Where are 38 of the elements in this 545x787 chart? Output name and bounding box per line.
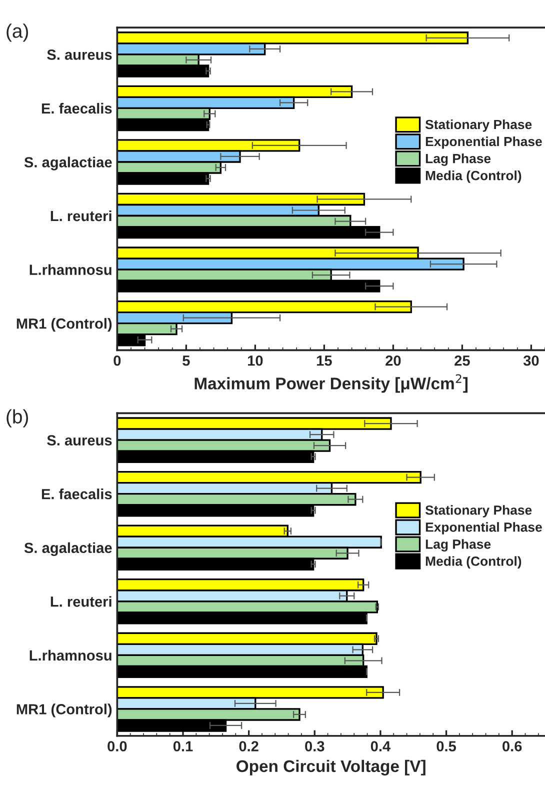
- legend-label: Exponential Phase: [426, 522, 542, 534]
- y-tick-label: S. aureus: [47, 50, 112, 60]
- x-tick-label: 0.1: [173, 741, 193, 752]
- x-tick-label: 25: [454, 355, 470, 366]
- legend-label: Exponential Phase: [426, 136, 542, 149]
- legend-label: Stationary Phase: [425, 505, 532, 518]
- legend-label: Media (Control): [426, 556, 522, 568]
- x-tick-label: 0.4: [370, 741, 391, 752]
- y-tick-label: S. agalactiae: [24, 542, 112, 556]
- y-tick-label: E. faecalis: [42, 102, 112, 114]
- y-tick-label: E. faecalis: [42, 488, 112, 500]
- y-tick-label: S. agalactiae: [24, 156, 112, 170]
- legend-label: Media (Control): [426, 170, 522, 183]
- legend-label: Lag Phase: [426, 154, 491, 166]
- legend-label: Lag Phase: [426, 539, 491, 552]
- x-tick-label: 10: [248, 355, 263, 366]
- y-tick-label: L. reuteri: [50, 596, 112, 607]
- x-tick-label: 5: [182, 356, 190, 366]
- text: (b): [6, 409, 28, 428]
- legend-label: Stationary Phase: [425, 119, 532, 132]
- x-tick-label: 0.0: [108, 741, 127, 752]
- y-tick-label: L.rhamnosu: [30, 264, 112, 275]
- x-tick-label: 0.3: [305, 741, 324, 752]
- x-axis-title: Maximum Power Density [μW/cm$^{2}$]: [194, 374, 468, 393]
- x-tick-label: 15: [316, 356, 332, 366]
- x-tick-label: 0.2: [239, 741, 258, 752]
- x-tick-label: 20: [386, 355, 401, 366]
- y-tick-label: L. reuteri: [50, 210, 112, 222]
- y-tick-label: L.rhamnosu: [30, 650, 112, 661]
- y-tick-label: MR1 (Control): [16, 318, 112, 332]
- x-tick-label: 0.6: [502, 741, 522, 752]
- x-tick-label: 0.5: [436, 741, 456, 752]
- text: (a): [6, 24, 28, 42]
- y-tick-label: MR1 (Control): [16, 704, 112, 718]
- x-tick-label: 30: [523, 355, 539, 366]
- x-axis-title: Open Circuit Voltage [V]: [236, 760, 426, 776]
- y-tick-label: S. aureus: [47, 435, 112, 446]
- x-tick-label: 0: [114, 355, 121, 366]
